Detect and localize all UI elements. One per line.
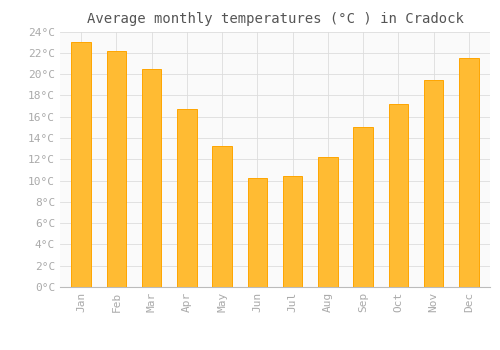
Bar bbox=[106, 51, 126, 287]
Bar bbox=[388, 104, 408, 287]
Bar bbox=[72, 42, 91, 287]
Bar bbox=[459, 58, 478, 287]
Bar bbox=[212, 147, 232, 287]
Bar bbox=[177, 109, 197, 287]
Bar bbox=[424, 80, 444, 287]
Bar bbox=[354, 127, 373, 287]
Bar bbox=[318, 157, 338, 287]
Title: Average monthly temperatures (°C ) in Cradock: Average monthly temperatures (°C ) in Cr… bbox=[86, 12, 464, 26]
Bar bbox=[248, 178, 267, 287]
Bar bbox=[283, 176, 302, 287]
Bar bbox=[142, 69, 162, 287]
